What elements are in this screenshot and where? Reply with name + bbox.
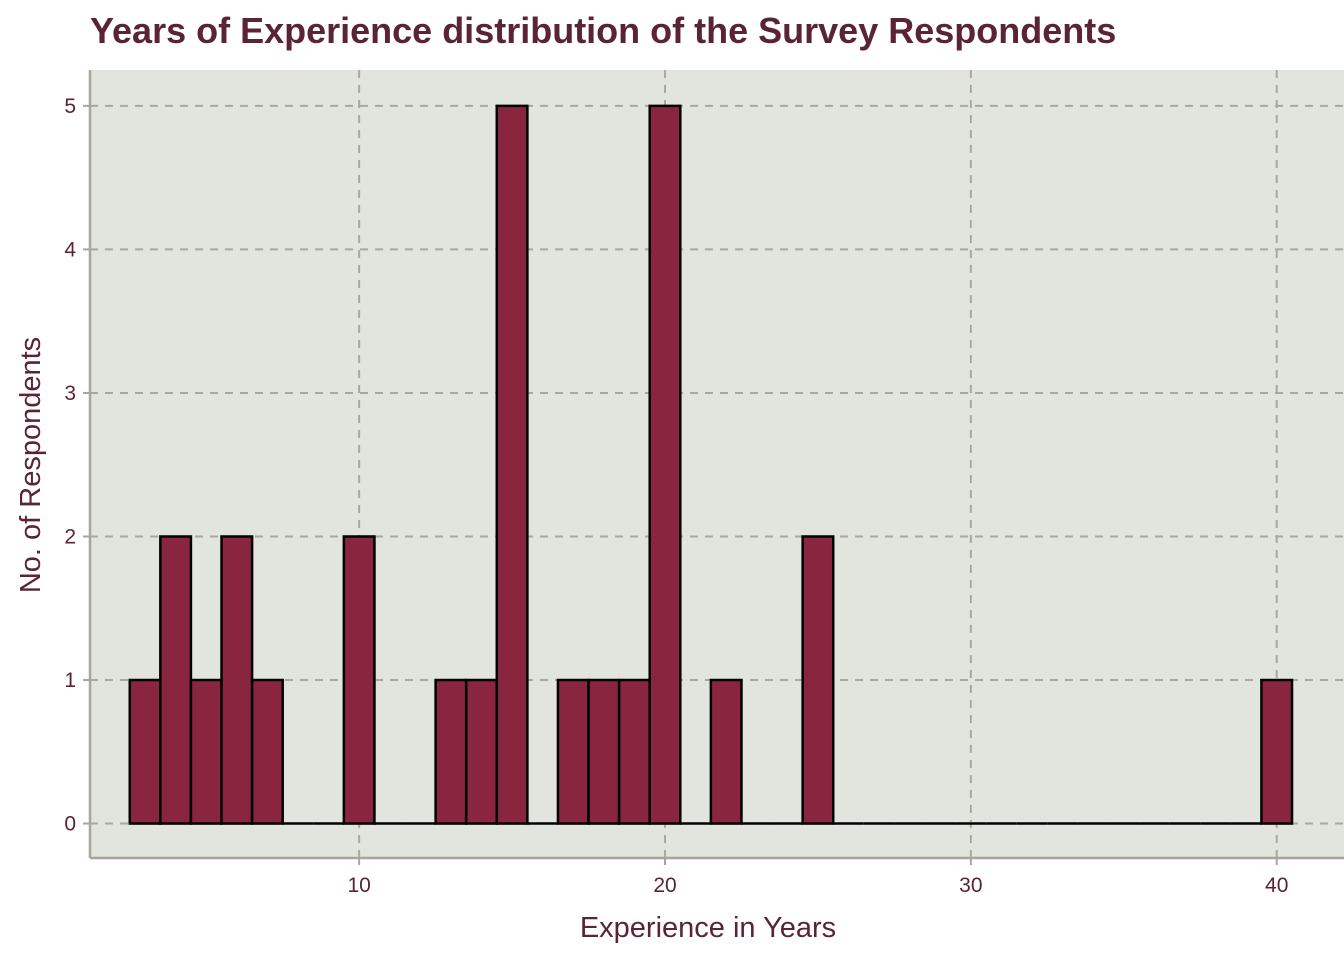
histogram-bar — [220, 535, 254, 825]
y-axis-title: No. of Respondents — [15, 337, 47, 593]
axes — [83, 70, 1344, 865]
histogram-bar — [1260, 678, 1294, 825]
histogram-bar — [648, 104, 682, 825]
histogram-bar — [159, 535, 193, 825]
y-tick-label: 4 — [64, 238, 76, 261]
x-tick-label: 30 — [959, 874, 982, 897]
histogram-bar — [495, 104, 529, 825]
histogram-bar — [556, 678, 590, 825]
histogram-bar — [801, 535, 835, 825]
histogram-bar — [709, 678, 743, 825]
x-tick-label: 40 — [1265, 874, 1288, 897]
histogram-bar — [189, 678, 223, 825]
histogram-bar — [342, 535, 376, 825]
histogram-bar — [464, 678, 499, 825]
x-tick-label: 10 — [347, 874, 370, 897]
histogram-bar — [128, 678, 162, 825]
y-tick-label: 0 — [64, 813, 76, 836]
x-tick-label: 20 — [653, 874, 676, 897]
histogram-bar — [250, 678, 284, 825]
y-tick-label: 2 — [64, 525, 76, 548]
chart-title: Years of Experience distribution of the … — [90, 10, 1117, 51]
y-tick-label: 5 — [64, 95, 76, 118]
histogram-bar — [434, 678, 468, 825]
bars — [128, 104, 1294, 825]
y-tick-label: 1 — [64, 669, 76, 692]
x-axis-title: Experience in Years — [580, 912, 836, 944]
histogram-bar — [617, 678, 651, 825]
histogram-bar — [587, 678, 621, 825]
y-tick-label: 3 — [64, 382, 76, 405]
tick-labels: 10 20 30 40 0 1 2 3 4 5 — [64, 95, 1288, 897]
